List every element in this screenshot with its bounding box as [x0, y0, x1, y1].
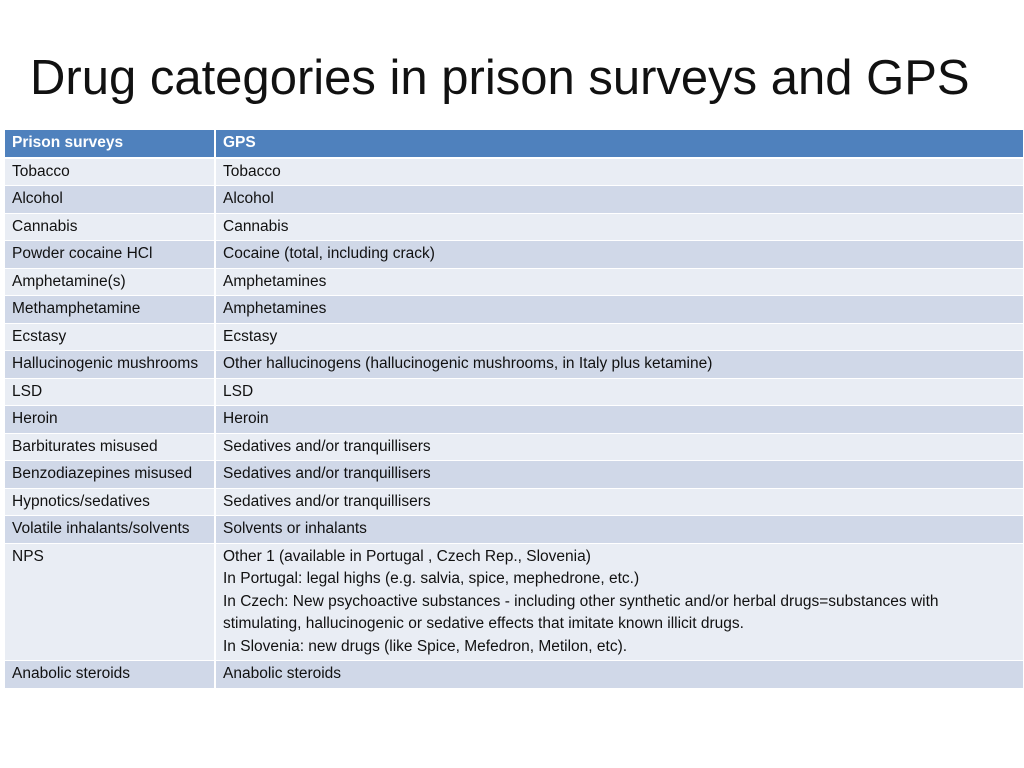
gps-cell: Sedatives and/or tranquillisers [215, 460, 1024, 489]
gps-cell-line: Solvents or inhalants [223, 520, 367, 537]
drug-categories-table-container: Prison surveys GPS Tobacco Tobacco Alcohol… [5, 130, 1024, 689]
gps-cell-line: Tobacco [223, 162, 281, 180]
slide-title: Drug categories in prison surveys and GP… [30, 51, 970, 105]
gps-cell-line: Cannabis [223, 217, 289, 235]
gps-cell-line: Other 1 (available in Portugal , Czech R… [223, 547, 591, 565]
table-row: Hypnotics/sedatives Sedatives and/or tran… [5, 488, 1024, 516]
gps-cell: Ecstasy [215, 323, 1024, 351]
gps-cell: LSD [215, 378, 1024, 406]
gps-cell-line: Sedatives and/or tranquillisers [223, 437, 431, 455]
gps-cell-line: Amphetamines [223, 272, 327, 290]
gps-cell: Alcohol [215, 185, 1024, 214]
table-row: Barbiturates misused Sedatives and/or tra… [5, 433, 1024, 461]
prison-survey-cell: Anabolic steroids [5, 660, 216, 689]
table-row: Tobacco Tobacco [5, 157, 1024, 186]
gps-cell: Amphetamines [215, 295, 1024, 324]
table-row: Hallucinogenic mushrooms Other hallucinog… [5, 350, 1024, 379]
table-row: Benzodiazepines misused Sedatives and/or … [5, 460, 1024, 489]
gps-cell-line: LSD [223, 382, 254, 400]
prison-survey-cell: Heroin [5, 405, 216, 434]
prison-survey-cell: Alcohol [5, 185, 216, 214]
gps-cell: Sedatives and/or tranquillisers [215, 433, 1024, 461]
table-body: Tobacco Tobacco Alcohol Alcohol Cannabis Cann… [5, 157, 1024, 689]
gps-cell: Cocaine (total, including crack) [215, 240, 1024, 269]
prison-survey-cell: Hallucinogenic mushrooms [5, 350, 216, 379]
prison-survey-cell: Amphetamine(s) [5, 268, 216, 296]
gps-cell-line: In Slovenia: new drugs (like Spice, Mefe… [223, 637, 628, 655]
gps-cell-line: In Czech: New psychoactive substances - … [223, 592, 939, 633]
table-row: Powder cocaine HCl Cocaine (total, includ… [5, 240, 1024, 269]
prison-survey-cell: Benzodiazepines misused [5, 460, 216, 489]
gps-cell-line: Heroin [223, 410, 269, 427]
gps-cell-line: Sedatives and/or tranquillisers [223, 492, 431, 510]
gps-cell: Heroin [215, 405, 1024, 434]
prison-survey-cell: LSD [5, 378, 216, 406]
drug-categories-table: Prison surveys GPS Tobacco Tobacco Alcohol… [5, 130, 1024, 689]
prison-survey-cell: Volatile inhalants/solvents [5, 515, 216, 544]
prison-survey-cell: Tobacco [5, 157, 216, 186]
gps-cell: Other 1 (available in Portugal , Czech R… [215, 543, 1024, 661]
table-row: Anabolic steroids Anabolic steroids [5, 660, 1024, 689]
gps-cell-line: Alcohol [223, 190, 274, 207]
gps-cell-line: Amphetamines [223, 300, 327, 317]
gps-cell-line: Cocaine (total, including crack) [223, 245, 435, 262]
gps-cell-line: Sedatives and/or tranquillisers [223, 465, 431, 482]
table-row: LSD LSD [5, 378, 1024, 406]
table-row: Methamphetamine Amphetamines [5, 295, 1024, 324]
table-header-row: Prison surveys GPS [5, 130, 1024, 159]
gps-cell: Tobacco [215, 157, 1024, 186]
gps-cell-line: Anabolic steroids [223, 665, 342, 682]
gps-cell: Anabolic steroids [215, 660, 1024, 689]
gps-cell-line: Ecstasy [223, 327, 278, 345]
table-row: Cannabis Cannabis [5, 213, 1024, 241]
gps-cell: Sedatives and/or tranquillisers [215, 488, 1024, 516]
gps-cell: Cannabis [215, 213, 1024, 241]
table-row: Heroin Heroin [5, 405, 1024, 434]
gps-cell-line: In Portugal: legal highs (e.g. salvia, s… [223, 570, 640, 587]
prison-survey-cell: Ecstasy [5, 323, 216, 351]
table-row: NPS Other 1 (available in Portugal , Czec… [5, 543, 1024, 661]
table-row: Alcohol Alcohol [5, 185, 1024, 214]
table-row: Volatile inhalants/solvents Solvents or i… [5, 515, 1024, 544]
table-row: Ecstasy Ecstasy [5, 323, 1024, 351]
gps-cell: Other hallucinogens (hallucinogenic mush… [215, 350, 1024, 379]
gps-cell: Amphetamines [215, 268, 1024, 296]
header-prison-surveys: Prison surveys [5, 130, 216, 159]
prison-survey-cell: Cannabis [5, 213, 216, 241]
table-row: Amphetamine(s) Amphetamines [5, 268, 1024, 296]
prison-survey-cell: Methamphetamine [5, 295, 216, 324]
prison-survey-cell: Powder cocaine HCl [5, 240, 216, 269]
header-gps: GPS [215, 130, 1024, 159]
prison-survey-cell: NPS [5, 543, 216, 661]
prison-survey-cell: Barbiturates misused [5, 433, 216, 461]
prison-survey-cell: Hypnotics/sedatives [5, 488, 216, 516]
gps-cell: Solvents or inhalants [215, 515, 1024, 544]
gps-cell-line: Other hallucinogens (hallucinogenic mush… [223, 355, 713, 372]
